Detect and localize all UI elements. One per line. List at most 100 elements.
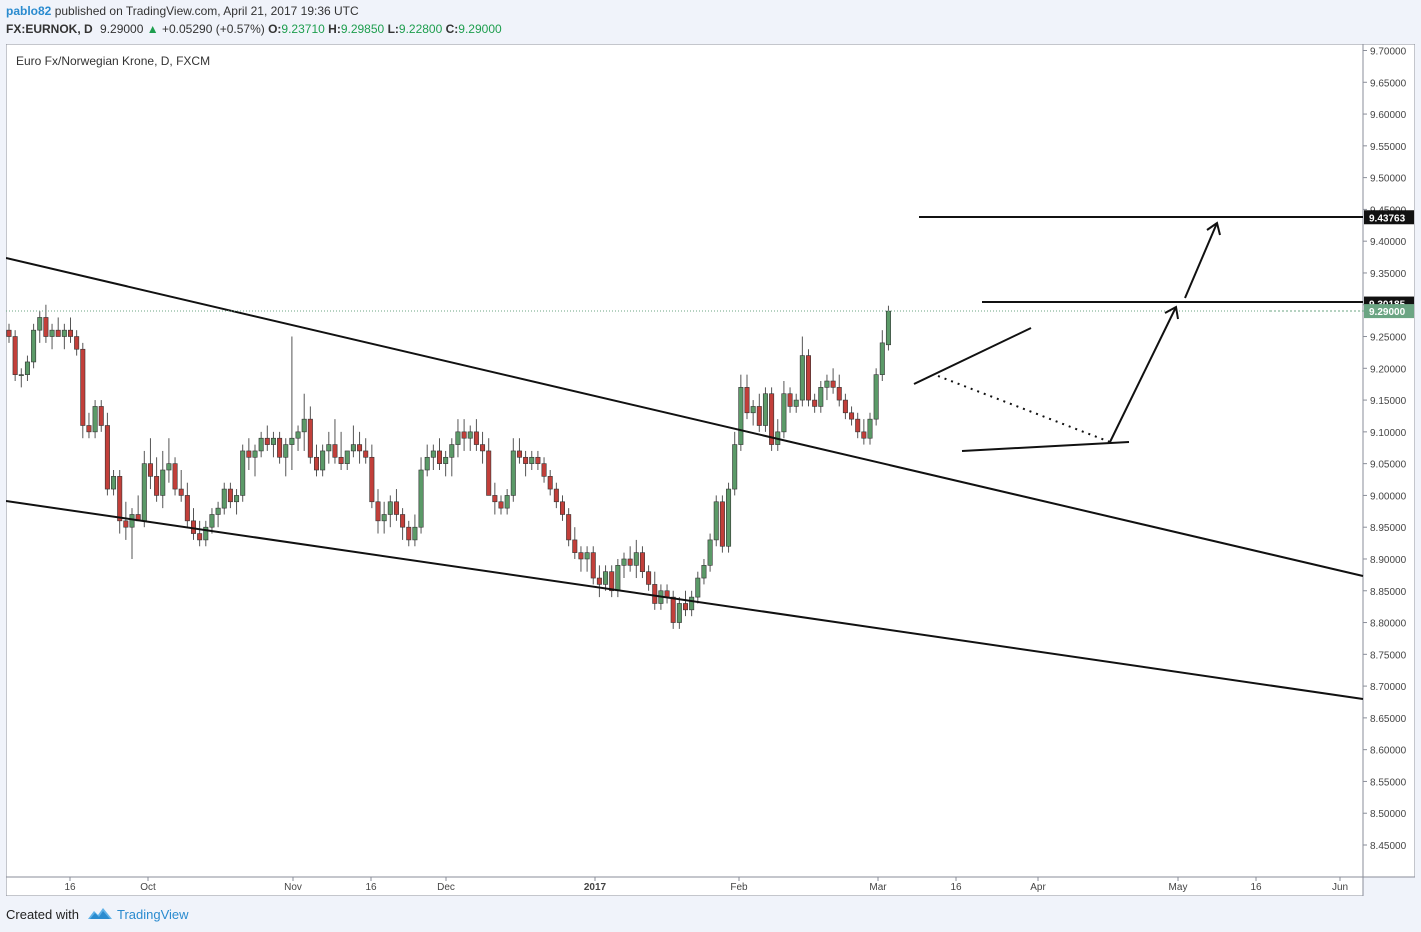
candle bbox=[750, 400, 756, 426]
projection-arrow-2[interactable] bbox=[1184, 222, 1218, 299]
candle-body bbox=[559, 501, 565, 515]
candle-body bbox=[369, 456, 375, 503]
candle bbox=[842, 393, 848, 420]
chart-title: Euro Fx/Norwegian Krone, D, FXCM bbox=[16, 54, 210, 68]
candle-body bbox=[609, 571, 615, 592]
candle-body bbox=[885, 310, 891, 346]
candle bbox=[701, 558, 707, 585]
candle bbox=[596, 565, 602, 598]
candle-body bbox=[652, 584, 658, 604]
created-with-label: Created with bbox=[6, 907, 79, 922]
x-tick-label: Nov bbox=[284, 882, 302, 893]
projection-arrow-1[interactable] bbox=[1109, 306, 1177, 443]
candle-body bbox=[111, 476, 117, 490]
candle bbox=[805, 349, 811, 407]
candle bbox=[473, 419, 479, 451]
candle-body bbox=[855, 418, 861, 433]
candle-body bbox=[646, 571, 652, 585]
candle-body bbox=[670, 596, 676, 623]
price-tag bbox=[1364, 304, 1414, 319]
arrow-head-1 bbox=[1164, 305, 1179, 320]
candle bbox=[381, 501, 387, 534]
symbol-label: FX:EURNOK, D bbox=[6, 22, 93, 36]
candle bbox=[455, 419, 461, 458]
candle bbox=[861, 419, 867, 445]
candle bbox=[529, 450, 535, 470]
tradingview-logo-icon[interactable] bbox=[87, 905, 113, 921]
candle-body bbox=[326, 444, 332, 452]
candle-body bbox=[744, 387, 750, 414]
candle-body bbox=[430, 450, 436, 458]
y-tick-label: 9.70000 bbox=[1370, 47, 1407, 58]
candle bbox=[855, 412, 861, 439]
candle bbox=[49, 323, 55, 350]
price-tag-label: 9.29000 bbox=[1369, 307, 1406, 318]
y-tick-label: 9.65000 bbox=[1370, 78, 1407, 89]
pattern-upper-line[interactable] bbox=[913, 327, 1032, 385]
price-axis[interactable] bbox=[1362, 43, 1416, 878]
candle bbox=[510, 438, 516, 502]
candle bbox=[830, 368, 836, 394]
chart-container[interactable]: Euro Fx/Norwegian Krone, D, FXCM 9.70000… bbox=[5, 43, 1416, 897]
last-price: 9.29000 bbox=[100, 22, 144, 36]
candle-body bbox=[55, 329, 61, 337]
y-tick-label: 8.70000 bbox=[1370, 682, 1407, 693]
footer: Created with TradingView bbox=[0, 896, 1421, 932]
author-link[interactable]: pablo82 bbox=[6, 4, 52, 18]
candle bbox=[363, 438, 369, 464]
candle bbox=[258, 431, 264, 458]
candle-body bbox=[535, 456, 541, 464]
candle bbox=[762, 387, 768, 432]
candle-body bbox=[49, 329, 55, 337]
candle-body bbox=[123, 520, 129, 528]
candle-body bbox=[547, 476, 553, 490]
y-tick-label: 8.95000 bbox=[1370, 523, 1407, 534]
candle-body bbox=[695, 577, 701, 598]
time-axis[interactable] bbox=[5, 876, 1364, 897]
candle-body bbox=[37, 317, 43, 331]
candle-body bbox=[443, 456, 449, 464]
candle-body bbox=[455, 431, 461, 445]
y-tick-label: 8.55000 bbox=[1370, 777, 1407, 788]
candle bbox=[492, 482, 498, 515]
candle bbox=[270, 431, 276, 458]
candle bbox=[541, 457, 547, 483]
channel-upper-trendline[interactable] bbox=[5, 257, 1364, 577]
channel-lower-trendline[interactable] bbox=[5, 500, 1364, 700]
candle bbox=[695, 571, 701, 604]
candle-body bbox=[818, 387, 824, 407]
plot-area[interactable] bbox=[5, 43, 1364, 878]
candle-body bbox=[424, 456, 430, 471]
candle-body bbox=[289, 437, 295, 445]
candle bbox=[61, 323, 67, 350]
tradingview-link[interactable]: TradingView bbox=[117, 907, 189, 922]
candle bbox=[627, 546, 633, 572]
candle bbox=[104, 412, 110, 496]
candle-body bbox=[350, 444, 356, 452]
candle bbox=[885, 305, 891, 351]
candle-body bbox=[812, 399, 818, 407]
candle-body bbox=[117, 476, 123, 522]
candle-body bbox=[707, 539, 713, 566]
candle-body bbox=[98, 406, 104, 426]
candle bbox=[467, 425, 473, 451]
pattern-dotted-line[interactable] bbox=[937, 375, 1111, 443]
candlestick-chart[interactable]: Euro Fx/Norwegian Krone, D, FXCM 9.70000… bbox=[5, 43, 1416, 897]
candle bbox=[117, 469, 123, 534]
candle bbox=[246, 438, 252, 470]
candle-body bbox=[307, 418, 313, 458]
candle-body bbox=[338, 456, 344, 464]
x-tick-label: Mar bbox=[869, 882, 887, 893]
candle-body bbox=[516, 450, 522, 458]
candle bbox=[449, 438, 455, 477]
candle-body bbox=[529, 456, 535, 464]
y-tick-label: 9.25000 bbox=[1370, 333, 1407, 344]
candle bbox=[111, 469, 117, 496]
candle bbox=[400, 508, 406, 540]
x-tick-label: Feb bbox=[730, 882, 748, 893]
candle bbox=[566, 508, 572, 547]
candle-body bbox=[584, 552, 590, 560]
candle bbox=[332, 419, 338, 464]
pattern-lower-line[interactable] bbox=[961, 441, 1130, 452]
candle-body bbox=[43, 317, 49, 337]
